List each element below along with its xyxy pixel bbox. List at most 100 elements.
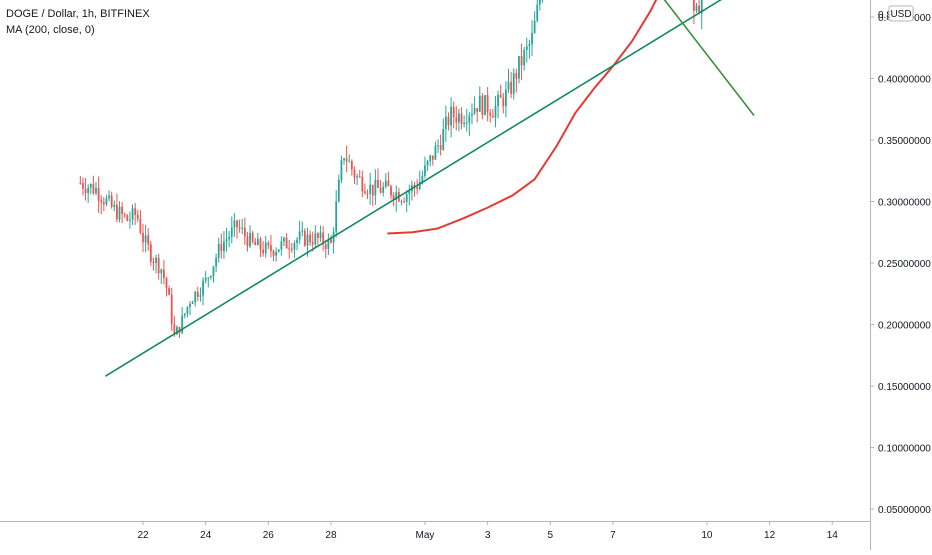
support-trendline[interactable] bbox=[104, 0, 863, 377]
currency-label[interactable]: USD bbox=[890, 9, 911, 20]
candle-body bbox=[251, 233, 254, 242]
candle-body bbox=[256, 238, 259, 246]
x-tick-label: 3 bbox=[485, 530, 491, 541]
candle-body bbox=[262, 249, 264, 254]
candle-body bbox=[350, 161, 353, 170]
series-lines bbox=[387, 0, 707, 235]
candle-body bbox=[207, 277, 210, 279]
candle-body bbox=[698, 5, 701, 14]
candle-body bbox=[142, 232, 144, 243]
candle-body bbox=[176, 326, 178, 335]
candle-body bbox=[270, 245, 272, 252]
candle-body bbox=[458, 113, 460, 123]
candle-body bbox=[405, 194, 408, 202]
candle-body bbox=[314, 233, 317, 245]
candle-body bbox=[121, 206, 124, 214]
x-tick-label: 12 bbox=[764, 530, 776, 541]
candle-body bbox=[317, 233, 319, 238]
trendlines[interactable] bbox=[104, 0, 863, 377]
candle-body bbox=[340, 160, 343, 181]
candle-body bbox=[505, 89, 507, 107]
candle-body bbox=[97, 188, 100, 201]
candle-body bbox=[395, 192, 398, 200]
candle-body bbox=[434, 145, 437, 160]
candle-body bbox=[387, 180, 390, 187]
candle-body bbox=[418, 181, 421, 189]
candle-body bbox=[444, 116, 447, 130]
candle-body bbox=[450, 106, 452, 126]
candle-body bbox=[392, 195, 395, 200]
x-tick-label: 7 bbox=[610, 530, 616, 541]
candle-body bbox=[110, 195, 113, 207]
ma-200-line[interactable] bbox=[387, 0, 707, 235]
candle-body bbox=[426, 161, 429, 166]
candle-body bbox=[473, 108, 476, 114]
candle-body bbox=[471, 113, 473, 116]
candle-body bbox=[489, 112, 492, 116]
candle-body bbox=[277, 249, 280, 252]
candle-body bbox=[311, 242, 314, 245]
candle-body bbox=[249, 233, 251, 247]
candle-body bbox=[95, 188, 97, 194]
candle-body bbox=[298, 231, 301, 240]
candle-body bbox=[199, 295, 202, 297]
candle-body bbox=[431, 155, 434, 160]
candle-body bbox=[421, 175, 424, 182]
candle-body bbox=[215, 257, 218, 267]
candle-body bbox=[209, 275, 212, 278]
candle-body bbox=[102, 202, 105, 205]
candle-body bbox=[309, 234, 311, 243]
candle-body bbox=[181, 315, 184, 333]
candle-body bbox=[288, 248, 291, 250]
x-tick-label: 22 bbox=[137, 530, 149, 541]
indicator-title[interactable]: MA (200, close, 0) bbox=[6, 24, 95, 36]
candles bbox=[79, 0, 703, 338]
candle-body bbox=[413, 185, 416, 187]
candle-body bbox=[134, 208, 137, 215]
candle-body bbox=[301, 230, 304, 232]
currency-box[interactable] bbox=[888, 5, 914, 22]
candle-body bbox=[538, 0, 541, 5]
candle-body bbox=[131, 208, 134, 220]
y-tick-label: 0.20000000 bbox=[878, 321, 931, 332]
y-tick-label: 0.30000000 bbox=[878, 198, 931, 209]
candle-body bbox=[502, 97, 505, 107]
candle-body bbox=[285, 237, 288, 249]
candle-body bbox=[225, 239, 228, 242]
y-tick-label: 0.35000000 bbox=[878, 136, 931, 147]
candle-body bbox=[230, 227, 233, 237]
candle-body bbox=[463, 122, 466, 124]
candle-body bbox=[491, 115, 494, 118]
candle-body bbox=[165, 278, 168, 289]
candle-body bbox=[497, 94, 499, 107]
candle-body bbox=[233, 220, 236, 228]
candle-body bbox=[303, 230, 306, 246]
candle-body bbox=[168, 288, 171, 295]
candle-body bbox=[379, 187, 382, 193]
candle-body bbox=[408, 191, 411, 195]
candle-body bbox=[468, 115, 471, 123]
candle-body bbox=[484, 95, 486, 116]
candle-body bbox=[202, 280, 204, 296]
candle-body bbox=[442, 129, 445, 150]
candle-body bbox=[322, 232, 325, 245]
candle-body bbox=[160, 269, 163, 274]
candle-body bbox=[191, 302, 194, 305]
candle-body bbox=[183, 313, 186, 316]
candle-body bbox=[364, 191, 366, 194]
symbol-title[interactable]: DOGE / Dollar, 1h, BITFINEX bbox=[6, 8, 150, 20]
candle-body bbox=[149, 244, 152, 262]
channel-trendline[interactable] bbox=[550, 0, 755, 116]
candle-body bbox=[105, 198, 108, 205]
candle-body bbox=[264, 242, 267, 254]
candle-body bbox=[100, 200, 103, 203]
candle-body bbox=[254, 241, 257, 246]
candle-body bbox=[173, 324, 176, 335]
candle-body bbox=[512, 73, 515, 94]
candle-body bbox=[531, 33, 533, 45]
candle-body bbox=[136, 214, 139, 219]
candle-body bbox=[194, 291, 197, 303]
candle-body bbox=[356, 176, 358, 178]
